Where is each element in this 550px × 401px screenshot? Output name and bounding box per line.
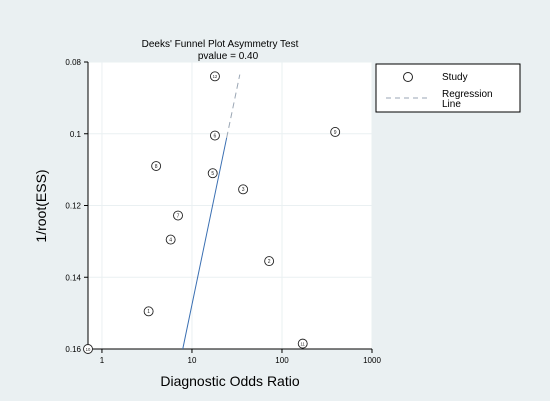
chart-title: Deeks' Funnel Plot Asymmetry Test — [142, 39, 299, 50]
study-point-6: 6 — [209, 130, 220, 141]
study-marker — [209, 71, 220, 82]
study-label: 6 — [214, 133, 217, 139]
regression-line-solid — [182, 137, 228, 350]
study-point-2: 2 — [264, 256, 275, 267]
x-tick-label: 1 — [100, 356, 105, 365]
x-tick-label: 10 — [188, 356, 197, 365]
study-label: 8 — [155, 164, 158, 170]
study-point-9: 9 — [330, 127, 341, 137]
y-tick-label: 0.14 — [65, 273, 81, 282]
study-point-8: 8 — [151, 161, 162, 171]
legend-study-marker — [403, 72, 413, 82]
x-tick-label: 100 — [275, 356, 289, 365]
study-marker — [151, 161, 162, 171]
regression-line-dashed — [226, 74, 241, 138]
regression-line — [182, 74, 241, 350]
legend-regression-label-line: Line — [442, 99, 461, 110]
legend-box — [375, 63, 521, 113]
study-marker — [143, 306, 154, 317]
study-marker — [207, 168, 218, 179]
study-point-4: 4 — [165, 234, 176, 245]
x-axis-label: Diagnostic Odds Ratio — [160, 373, 300, 389]
study-marker — [330, 127, 341, 137]
y-tick-label: 0.08 — [65, 58, 81, 67]
study-point-3: 3 — [238, 184, 249, 195]
study-point-11: 11 — [297, 338, 308, 349]
study-label: 5 — [211, 171, 214, 177]
study-point-10: 10 — [83, 344, 93, 354]
study-marker — [83, 344, 93, 354]
study-label: 9 — [334, 130, 337, 136]
study-label: 1 — [147, 309, 150, 315]
study-label: 10 — [86, 347, 91, 352]
study-point-12: 12 — [209, 71, 220, 82]
study-point-5: 5 — [207, 168, 218, 179]
study-marker — [238, 184, 249, 195]
legend-study-label: Study — [442, 72, 468, 83]
study-marker — [209, 130, 220, 141]
study-marker — [173, 210, 183, 221]
y-tick-label: 0.12 — [65, 202, 81, 211]
study-label: 2 — [268, 259, 271, 265]
y-tick-label: 0.1 — [70, 130, 82, 139]
chart-subtitle: pvalue = 0.40 — [198, 51, 259, 62]
y-axis-label: 1/root(ESS) — [33, 169, 49, 242]
study-marker — [264, 256, 275, 267]
study-label: 11 — [301, 341, 306, 346]
study-label: 12 — [213, 74, 218, 79]
x-ticks: 1 10 100 1000 — [100, 349, 381, 365]
legend-regression-label-line: Regression — [442, 89, 493, 100]
study-label: 4 — [169, 237, 172, 243]
study-marker — [297, 338, 308, 349]
study-marker — [165, 234, 176, 245]
study-point-1: 1 — [143, 306, 154, 317]
y-tick-label: 0.16 — [65, 345, 81, 354]
study-label: 3 — [242, 187, 245, 193]
x-tick-label: 1000 — [363, 356, 381, 365]
legend: Study Regression Line — [375, 63, 521, 113]
study-label: 7 — [177, 213, 180, 219]
y-ticks: 0.08 0.1 0.12 0.14 0.16 — [65, 58, 88, 354]
study-point-7: 7 — [173, 210, 183, 221]
legend-regression-label: Regression Line — [442, 89, 493, 110]
